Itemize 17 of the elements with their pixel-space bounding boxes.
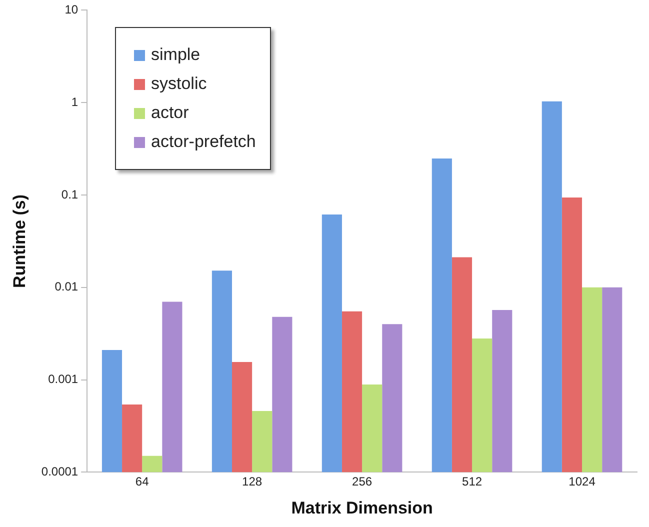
x-tick-label: 256 xyxy=(352,474,372,489)
y-tick-label: 0.0001 xyxy=(41,464,78,479)
y-tick-label: 1 xyxy=(71,94,78,109)
y-tick-label: 0.1 xyxy=(61,187,78,202)
legend-label: simple xyxy=(151,45,200,65)
y-tick-label: 0.01 xyxy=(54,280,78,294)
y-tick-label: 0.001 xyxy=(48,372,78,386)
x-tick-label: 128 xyxy=(242,474,262,489)
legend-label: actor-prefetch xyxy=(151,132,256,152)
x-tick-label: 512 xyxy=(462,474,482,489)
x-axis-title: Matrix Dimension xyxy=(291,498,433,518)
y-tick-label: 10 xyxy=(64,2,78,17)
legend-label: actor xyxy=(151,103,189,123)
y-axis-title: Runtime (s) xyxy=(10,194,29,288)
x-tick-label: 1024 xyxy=(568,474,596,489)
legend-label: systolic xyxy=(151,74,207,94)
x-tick-label: 64 xyxy=(135,474,150,489)
